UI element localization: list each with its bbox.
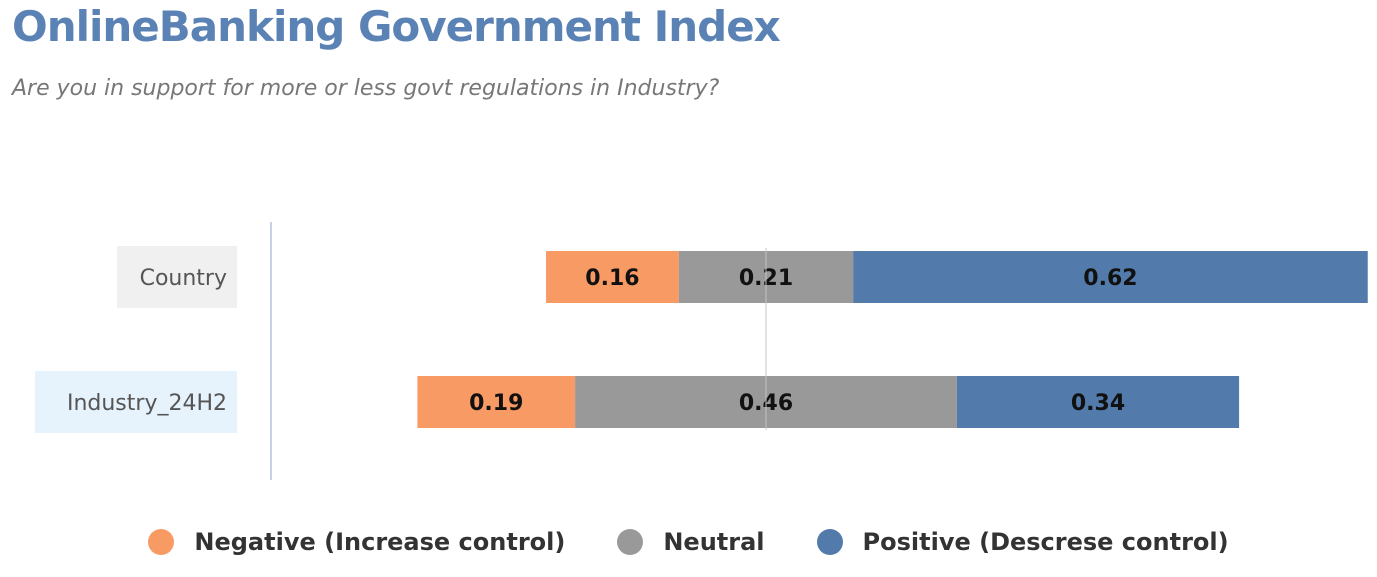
bar-positive-country (853, 251, 1368, 303)
chart-legend: Negative (Increase control) Neutral Positi… (0, 520, 1377, 564)
data-label-positive-industry-24h2: 0.34 (1071, 391, 1125, 416)
bar-positive-industry-24h2 (956, 376, 1240, 428)
legend-item-neutral[interactable]: Neutral (617, 528, 765, 556)
category-label-bg-industry-24h2 (35, 371, 237, 433)
legend-item-negative[interactable]: Negative (Increase control) (148, 528, 565, 556)
legend-label-negative: Negative (Increase control) (194, 528, 566, 556)
legend-swatch-positive (816, 529, 843, 555)
chart-title: OnlineBanking Government Index (12, 2, 781, 51)
category-label-bg-country (117, 246, 237, 308)
category-label-country: Country (140, 266, 227, 291)
bar-negative-country (546, 251, 679, 303)
bar-negative-industry-24h2 (417, 376, 576, 428)
legend-label-neutral: Neutral (663, 528, 765, 556)
legend-swatch-negative (148, 529, 175, 555)
chart-subtitle: Are you in support for more or less govt… (12, 76, 720, 101)
legend-swatch-neutral (617, 529, 644, 555)
data-label-negative-country: 0.16 (585, 266, 639, 291)
legend-label-positive: Positive (Descrese control) (862, 528, 1229, 556)
legend-item-positive[interactable]: Positive (Descrese control) (816, 528, 1229, 556)
data-label-positive-country: 0.62 (1083, 266, 1137, 291)
category-label-industry-24h2: Industry_24H2 (67, 391, 227, 416)
data-label-negative-industry-24h2: 0.19 (469, 391, 523, 416)
